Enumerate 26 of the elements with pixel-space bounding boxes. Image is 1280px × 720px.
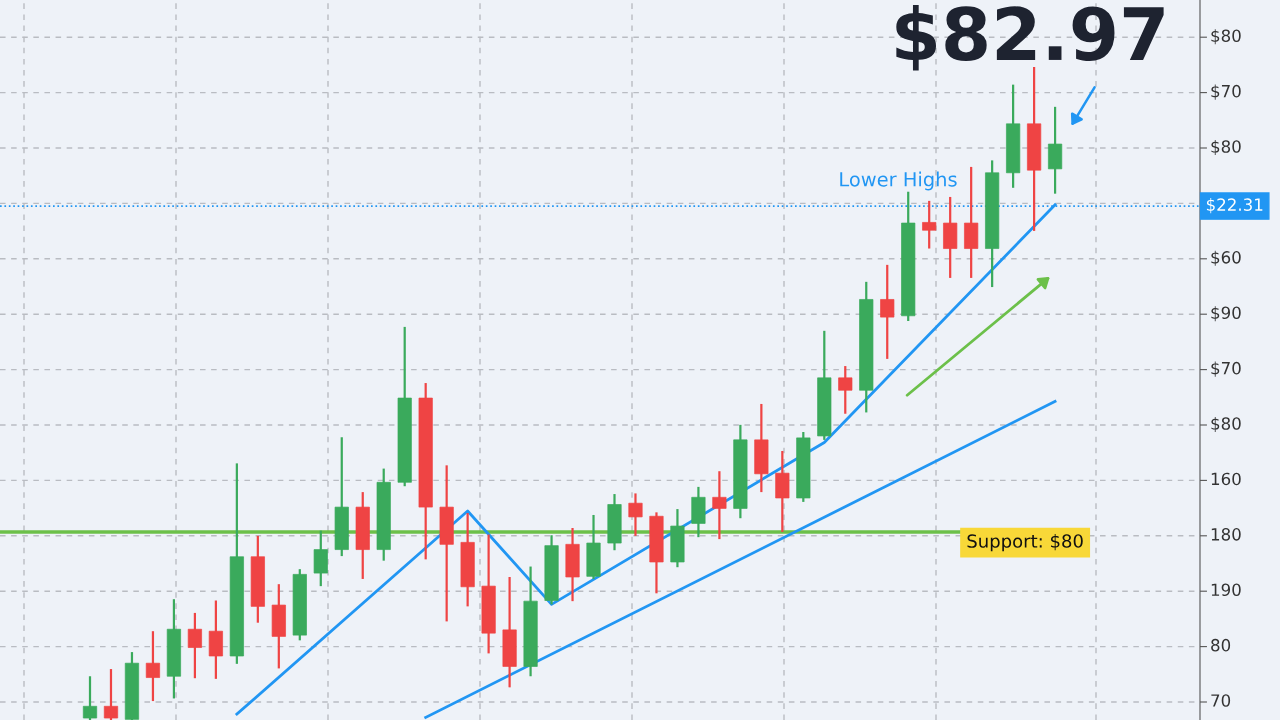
text: $80 [1211, 416, 1241, 433]
candlestick [145, 630, 160, 703]
text: $70 [1211, 84, 1241, 100]
candlestick [880, 263, 895, 360]
candlestick [838, 364, 853, 415]
candlestick [628, 492, 643, 537]
text: $90 [1211, 306, 1241, 322]
text: 160 [1211, 472, 1241, 486]
text: $70 [1211, 361, 1241, 377]
text: 190 [1211, 583, 1241, 597]
candlestick [187, 611, 202, 680]
annotation: Lower Highs [840, 171, 957, 191]
text: $80 [1211, 139, 1241, 156]
annotation: Support: $80 [967, 533, 1083, 552]
text: $80 [1211, 29, 1241, 45]
text: 180 [1211, 528, 1241, 541]
candlestick [82, 675, 98, 720]
text: 70 [1211, 694, 1231, 707]
candlestick [313, 529, 328, 588]
text: $22.31 [1206, 198, 1263, 214]
text: 80 [1211, 638, 1231, 652]
annotation: $82.97 [896, 5, 1164, 71]
candlestick [103, 667, 119, 720]
candlestick [712, 470, 727, 541]
text: $60 [1211, 250, 1241, 266]
candlestick [922, 199, 937, 250]
